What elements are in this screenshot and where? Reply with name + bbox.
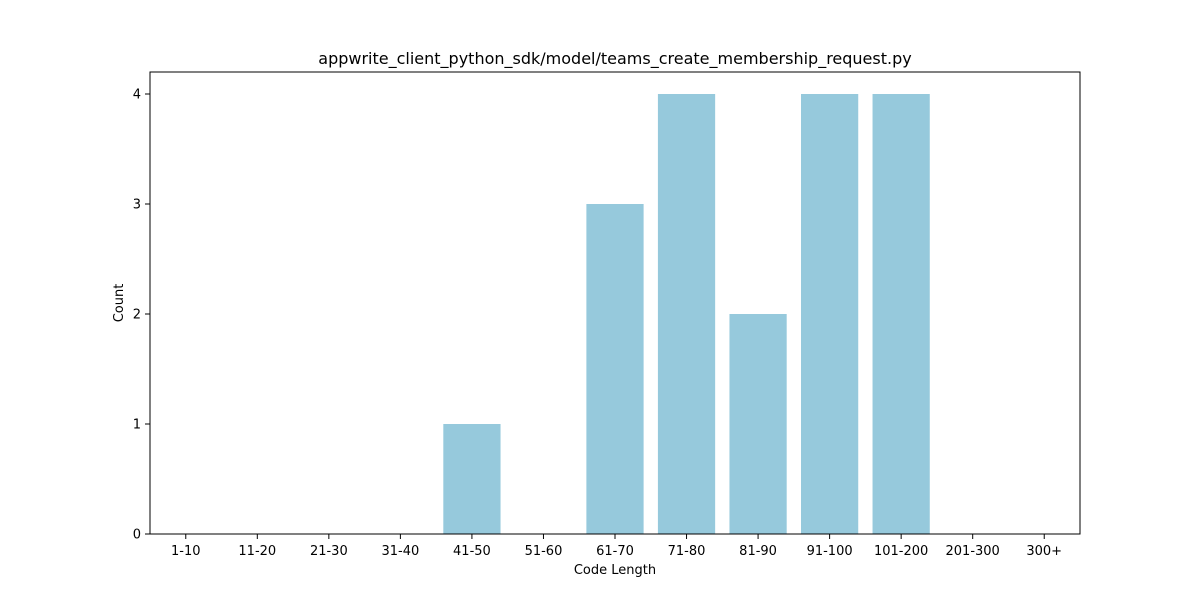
x-tick-label: 61-70 [596, 544, 634, 559]
x-tick-label: 91-100 [807, 544, 853, 559]
y-tick-label: 1 [133, 418, 141, 433]
x-tick-label: 300+ [1026, 544, 1062, 559]
x-tick-label: 1-10 [171, 544, 201, 559]
bar-61-70 [586, 204, 644, 534]
bar-101-200 [872, 94, 930, 534]
y-tick-label: 2 [133, 308, 141, 323]
bar-81-90 [729, 314, 787, 534]
x-axis-label: Code Length [574, 563, 656, 578]
plot-frame [149, 71, 1081, 535]
bars-group [443, 94, 930, 534]
bar-91-100 [801, 94, 859, 534]
bar-71-80 [657, 94, 716, 534]
x-tick-label: 201-300 [946, 544, 1000, 559]
y-axis: 0 1 2 3 4 [133, 88, 150, 543]
bar-41-50 [443, 424, 501, 534]
y-tick-label: 0 [133, 528, 141, 543]
x-tick-label: 41-50 [453, 544, 491, 559]
x-tick-label: 11-20 [238, 544, 276, 559]
x-axis: 1-10 11-20 21-30 31-40 41-50 51-60 61-70 71-80 8… [171, 534, 1062, 559]
x-tick-label: 31-40 [381, 544, 419, 559]
x-tick-label: 81-90 [739, 544, 777, 559]
x-tick-label: 21-30 [310, 544, 348, 559]
y-tick-label: 3 [133, 198, 141, 213]
x-tick-label: 101-200 [874, 544, 928, 559]
chart-title: appwrite_client_python_sdk/model/teams_c… [318, 49, 911, 69]
y-axis-label: Count [112, 284, 127, 323]
x-tick-label: 71-80 [668, 544, 706, 559]
y-tick-label: 4 [133, 88, 141, 103]
x-tick-label: 51-60 [525, 544, 563, 559]
